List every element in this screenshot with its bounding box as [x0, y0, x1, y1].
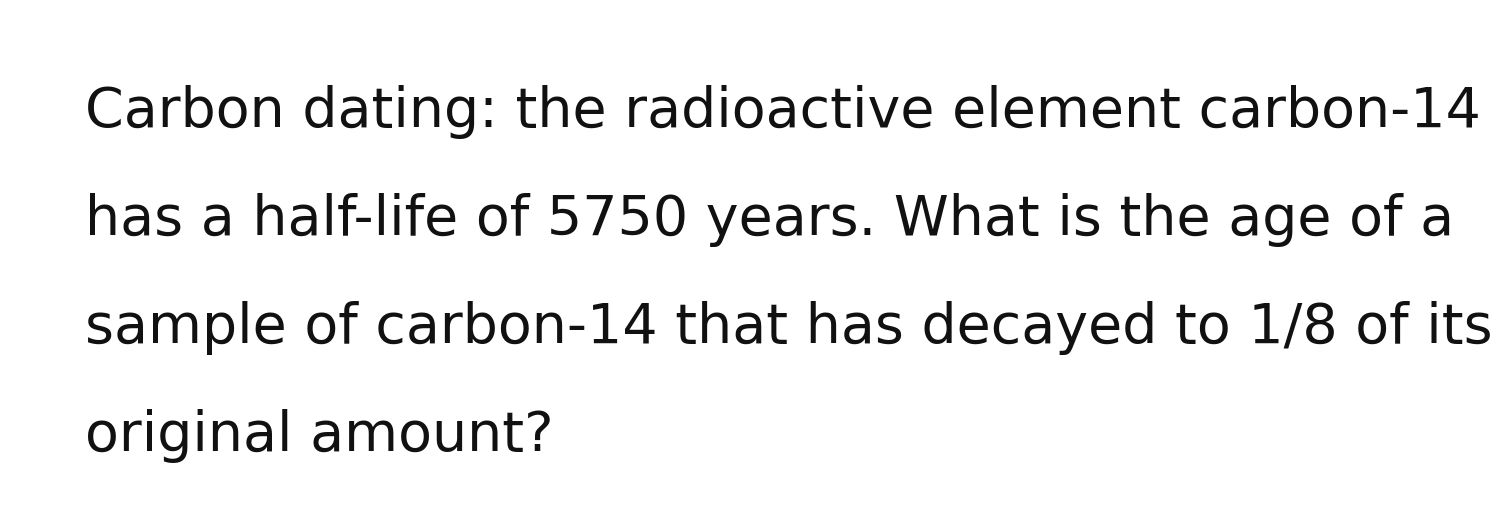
Text: sample of carbon-14 that has decayed to 1/8 of its: sample of carbon-14 that has decayed to … [86, 301, 1492, 355]
Text: Carbon dating: the radioactive element carbon-14: Carbon dating: the radioactive element c… [86, 85, 1480, 139]
Text: original amount?: original amount? [86, 409, 554, 463]
Text: has a half-life of 5750 years. What is the age of a: has a half-life of 5750 years. What is t… [86, 193, 1453, 247]
